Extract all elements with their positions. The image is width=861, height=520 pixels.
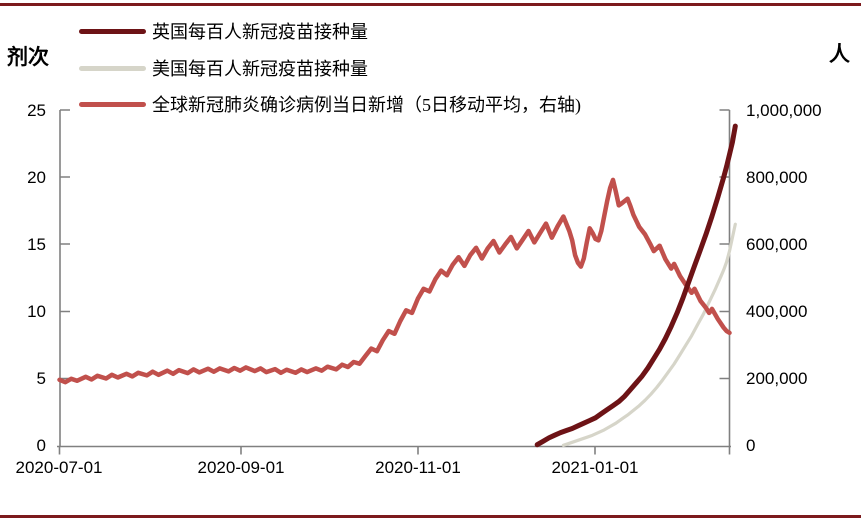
global-cases-line-swatch	[79, 102, 146, 107]
right-axis-tick-800000: 800,000	[746, 168, 808, 187]
us-line-swatch	[79, 66, 146, 71]
left-axis-tick-0: 0	[36, 436, 46, 455]
x-axis-tick-2020-09-01: 2020-09-01	[197, 458, 285, 477]
left-axis-tick-5: 5	[36, 369, 46, 388]
right-axis-tick-0: 0	[746, 436, 756, 455]
global-cases-line	[57, 177, 732, 385]
right-axis-title: 人	[829, 42, 850, 66]
left-axis-tick-15: 15	[27, 235, 46, 254]
us-doses-line	[561, 222, 737, 447]
top-border-rule	[0, 3, 861, 6]
uk-doses-line	[534, 123, 738, 448]
right-axis-tick-400000: 400,000	[746, 302, 808, 321]
right-axis-tick-600000: 600,000	[746, 235, 808, 254]
x-axis-ticks	[58, 446, 731, 455]
x-axis-tick-2020-07-01: 2020-07-01	[15, 458, 103, 477]
left-axis-tick-20: 20	[27, 168, 46, 187]
right-axis-tick-200000: 200,000	[746, 369, 808, 388]
left-axis-title: 剂次	[7, 45, 49, 69]
left-axis-tick-25: 25	[27, 101, 46, 120]
bottom-border-rule	[0, 515, 861, 518]
legend-label-us: 美国每百人新冠疫苗接种量	[152, 59, 368, 79]
left-axis-ticks	[60, 109, 70, 380]
x-axis-tick-2021-01-01: 2021-01-01	[551, 458, 639, 477]
right-axis-tick-1000000: 1,000,000	[746, 101, 822, 120]
uk-line-swatch	[79, 29, 146, 34]
left-axis-tick-10: 10	[27, 302, 46, 321]
legend-label-uk: 英国每百人新冠疫苗接种量	[152, 22, 368, 42]
legend-label-global-cases: 全球新冠肺炎确诊病例当日新增（5日移动平均，右轴)	[152, 95, 581, 115]
x-axis-tick-2020-11-01: 2020-11-01	[375, 458, 461, 477]
